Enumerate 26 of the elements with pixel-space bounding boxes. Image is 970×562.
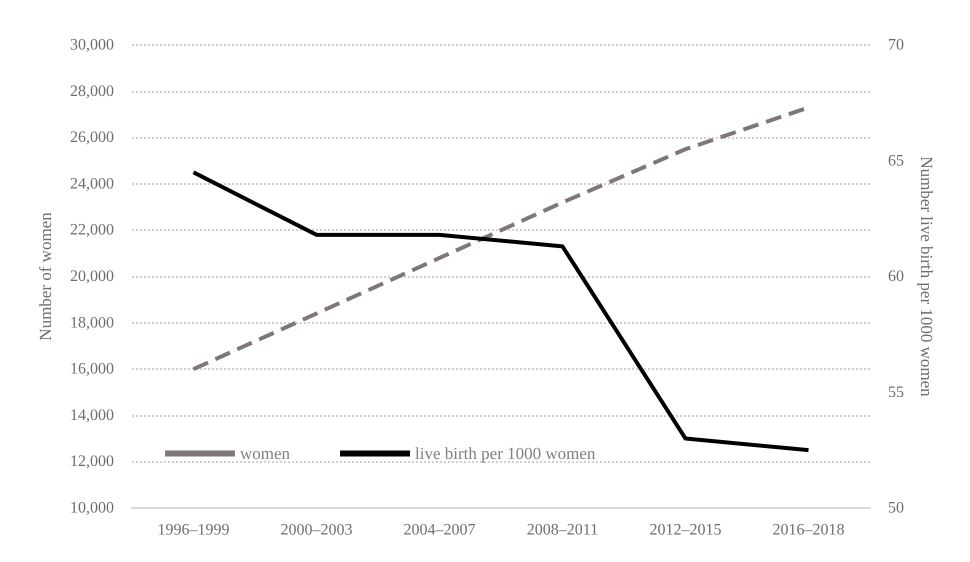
legend-label: live birth per 1000 women — [415, 444, 596, 463]
x-tick-label: 2000–2003 — [280, 522, 352, 538]
x-tick-label: 1996–1999 — [158, 522, 230, 538]
y-tick-label: 26,000 — [70, 129, 114, 146]
x-tick-label: 2012–2015 — [650, 522, 722, 538]
y-tick-label: 14,000 — [70, 406, 114, 424]
x-tick-label: 2008–2011 — [526, 522, 598, 538]
y2-tick-label: 55 — [888, 384, 904, 401]
y-tick-label: 20,000 — [70, 268, 114, 285]
y-tick-label: 10,000 — [70, 500, 114, 516]
y-tick-label: 22,000 — [70, 222, 114, 239]
y-tick-label: 24,000 — [70, 175, 114, 192]
y-tick-label: 28,000 — [70, 82, 114, 100]
y-tick-label: 30,000 — [70, 36, 114, 54]
y-tick-label: 12,000 — [70, 453, 114, 470]
y2-tick-label: 60 — [888, 268, 904, 285]
y2-tick-label: 70 — [888, 36, 904, 54]
legend-label: women — [240, 444, 291, 463]
y2-axis-title: Number live birth per 1000 women — [917, 156, 936, 398]
y-tick-label: 18,000 — [70, 314, 114, 332]
y2-tick-label: 65 — [888, 152, 904, 170]
x-tick-label: 2016–2018 — [772, 522, 844, 538]
x-tick-label: 2004–2007 — [404, 522, 476, 538]
y2-tick-label: 50 — [888, 500, 904, 516]
y-axis-title: Number of women — [36, 212, 55, 341]
y-tick-label: 16,000 — [70, 360, 114, 378]
